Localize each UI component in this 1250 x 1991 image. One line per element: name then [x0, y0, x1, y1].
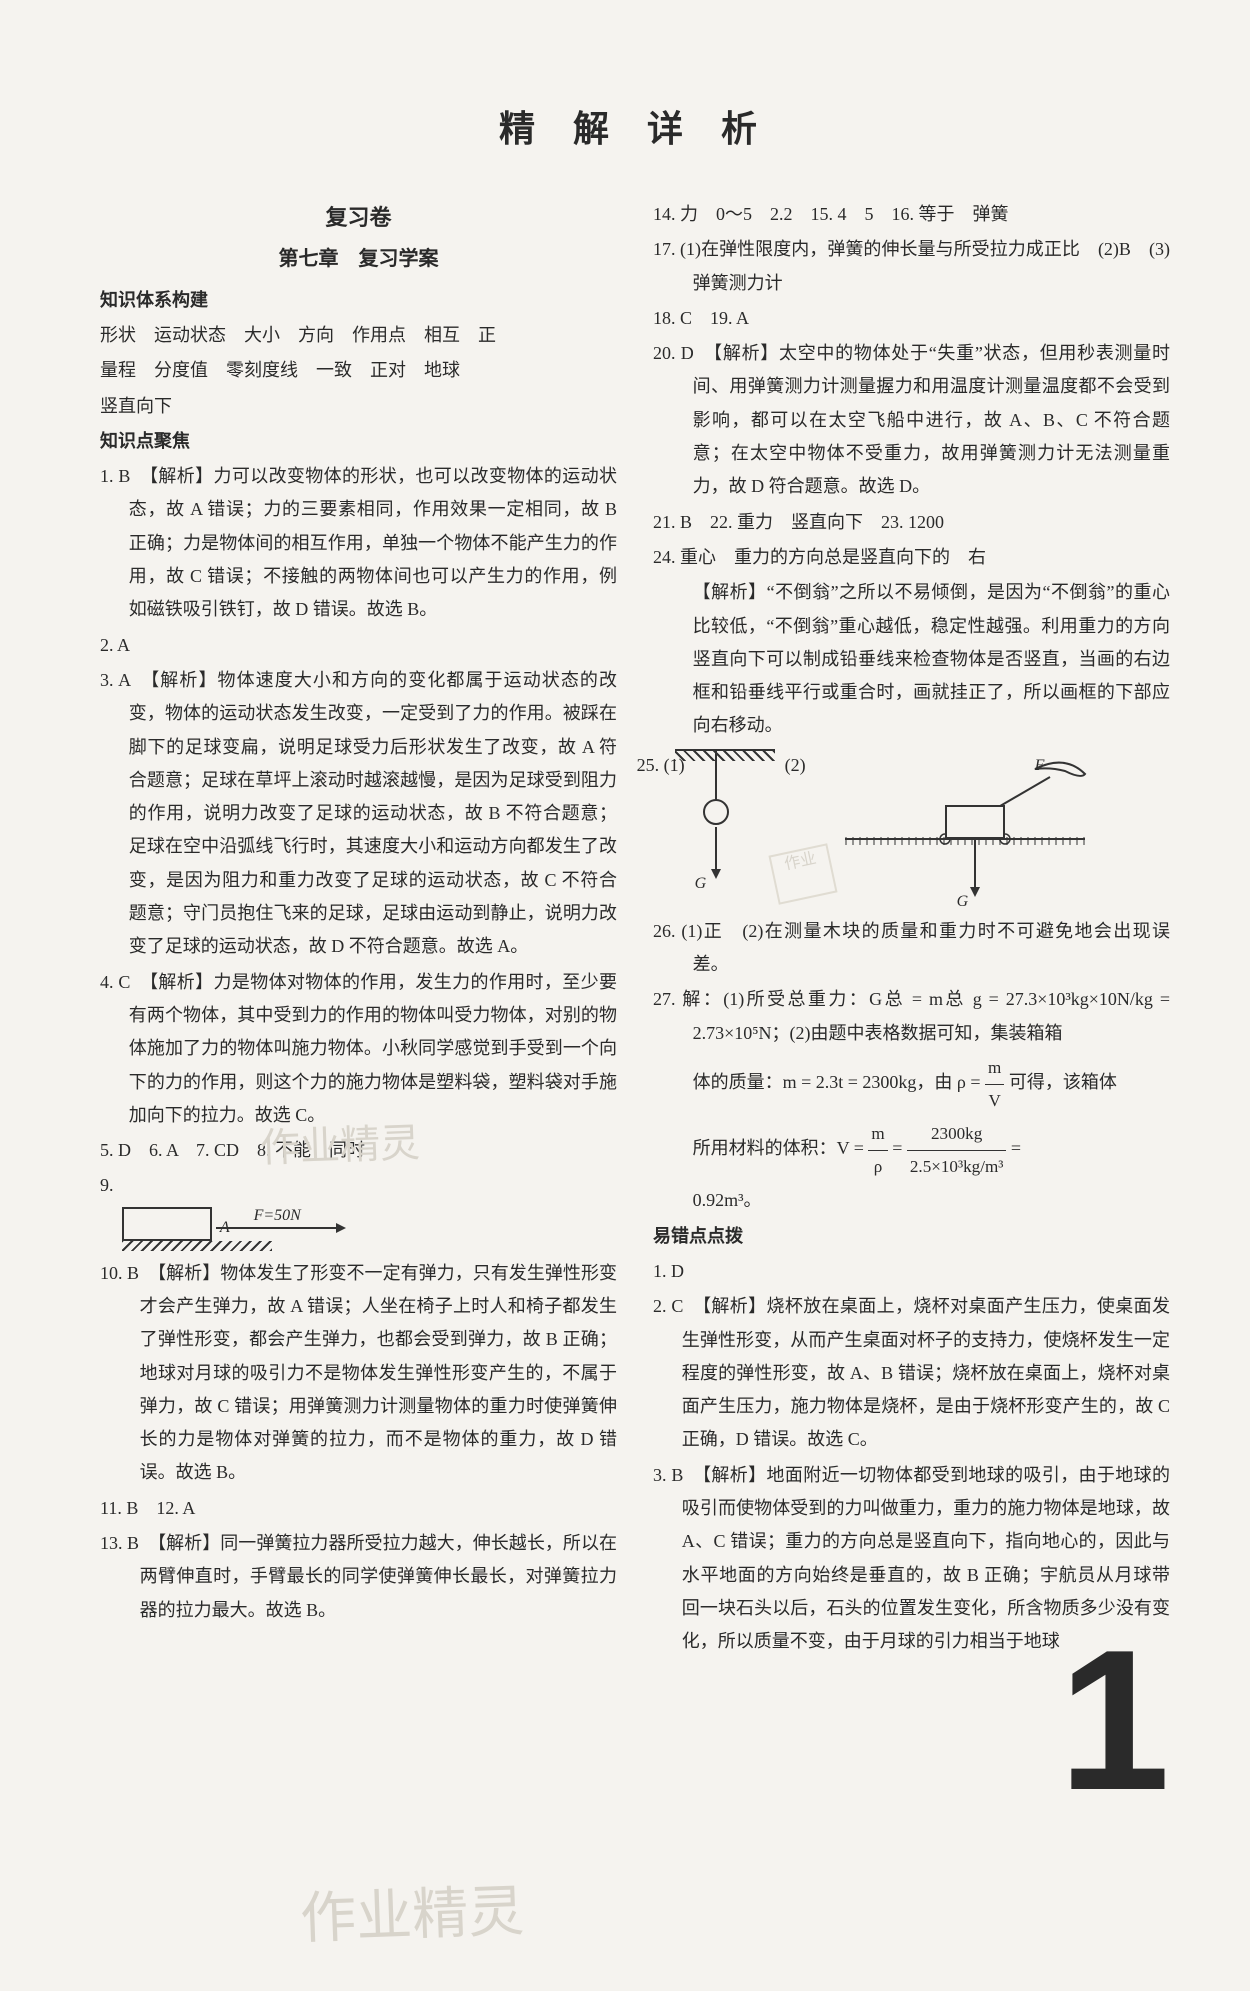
answer-item: 1. D: [653, 1255, 1170, 1288]
q25-diagram: 25. (1) G (2): [675, 749, 1170, 909]
f-label: F: [1035, 751, 1045, 781]
answer-item: 体的质量：m = 2.3t = 2300kg，由 ρ = mV 可得，该箱体: [653, 1052, 1170, 1116]
watermark-bottom: 作业精灵: [299, 1866, 526, 1955]
answer-item: 2. C 【解析】烧杯放在桌面上，烧杯对桌面产生压力，使桌面发生弹性形变，从而产…: [653, 1290, 1170, 1456]
answer-item: 14. 力 0～5 2.2 15. 4 5 16. 等于 弹簧: [653, 198, 1170, 231]
answer-item: 13. B 【解析】同一弹簧拉力器所受拉力越大，伸长越长，所以在两臂伸直时，手臂…: [100, 1527, 617, 1627]
q9-diagram: A F=50N: [122, 1207, 617, 1251]
left-column: 复习卷 第七章 复习学案 知识体系构建 形状 运动状态 大小 方向 作用点 相互…: [100, 198, 617, 1661]
heading-focus: 知识点聚焦: [100, 425, 617, 458]
text: 量程 分度值 零刻度线 一致 正对 地球: [100, 354, 617, 387]
answer-item: 20. D 【解析】太空中的物体处于“失重”状态，但用秒表测量时间、用弹簧测力计…: [653, 337, 1170, 503]
answer-item: 18. C 19. A: [653, 302, 1170, 335]
section-subtitle: 第七章 复习学案: [100, 241, 617, 278]
answer-item: 27. 解：(1)所受总重力：G总 = m总 g = 27.3×10³kg×10…: [653, 983, 1170, 1050]
answer-item: 24. 重心 重力的方向总是竖直向下的 右: [653, 541, 1170, 574]
heading-errors: 易错点点拨: [653, 1220, 1170, 1253]
answer-item: 17. (1)在弹性限度内，弹簧的伸长量与所受拉力成正比 (2)B (3)弹簧测…: [653, 233, 1170, 300]
answer-item: 所用材料的体积：V = mρ = 2300kg2.5×10³kg/m³ =: [653, 1118, 1170, 1182]
q9-label: 9.: [100, 1175, 114, 1195]
g-label: G: [695, 869, 707, 899]
page-title: 精 解 详 析: [100, 100, 1170, 152]
answer-item: 26. (1)正 (2)在测量木块的质量和重力时不可避免地会出现误差。: [653, 915, 1170, 982]
page-number: 1: [1059, 1621, 1170, 1821]
answer-item: 5. D 6. A 7. CD 8. 不能 同时: [100, 1134, 617, 1167]
g-label: G: [957, 887, 969, 917]
answer-item: 10. B 【解析】物体发生了形变不一定有弹力，只有发生弹性形变才会产生弹力，故…: [100, 1257, 617, 1490]
heading-knowledge: 知识体系构建: [100, 284, 617, 317]
answer-item: 2. A: [100, 629, 617, 662]
answer-item: 1. B 【解析】力可以改变物体的形状，也可以改变物体的运动状态，故 A 错误；…: [100, 460, 617, 626]
answer-item: 0.92m³。: [653, 1184, 1170, 1217]
answer-item: 11. B 12. A: [100, 1492, 617, 1525]
q9-force-label: F=50N: [254, 1201, 301, 1231]
answer-explain: 【解析】“不倒翁”之所以不易倾倒，是因为“不倒翁”的重心比较低，“不倒翁”重心越…: [653, 576, 1170, 742]
answer-item: 3. A 【解析】物体速度大小和方向的变化都属于运动状态的改变，物体的运动状态发…: [100, 664, 617, 964]
section-title: 复习卷: [100, 198, 617, 239]
answer-item: 4. C 【解析】力是物体对物体的作用，发生力的作用时，至少要有两个物体，其中受…: [100, 966, 617, 1132]
answer-item: 21. B 22. 重力 竖直向下 23. 1200: [653, 506, 1170, 539]
q25-label-2: (2): [785, 749, 806, 782]
text: 竖直向下: [100, 390, 617, 423]
text: 形状 运动状态 大小 方向 作用点 相互 正: [100, 319, 617, 352]
right-column: 14. 力 0～5 2.2 15. 4 5 16. 等于 弹簧 17. (1)在…: [653, 198, 1170, 1661]
